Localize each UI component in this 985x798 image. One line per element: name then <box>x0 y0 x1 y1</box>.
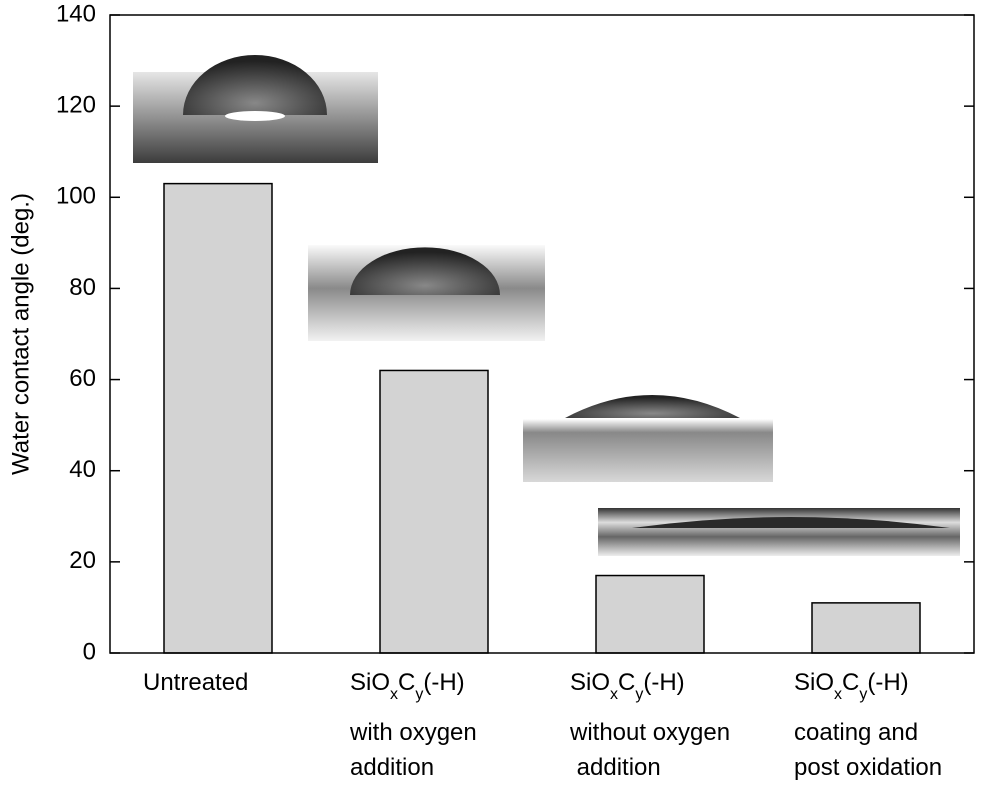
droplet <box>350 247 500 295</box>
y-tick-label: 140 <box>56 0 96 27</box>
y-tick-label: 120 <box>56 91 96 118</box>
y-tick-label: 20 <box>69 547 96 574</box>
y-tick-label: 80 <box>69 274 96 301</box>
droplet-photo <box>598 508 960 556</box>
x-tick-label: Untreated <box>143 669 248 696</box>
bar <box>811 602 921 654</box>
droplet-highlight <box>225 111 285 121</box>
bar <box>163 182 273 654</box>
x-tick-label: SiOxCy(-H) without oxygen addition <box>569 669 730 781</box>
x-tick-label: SiOxCy(-H) with oxygen addition <box>349 669 477 781</box>
droplet <box>632 517 950 528</box>
bar <box>595 574 705 654</box>
droplet <box>565 395 740 418</box>
y-axis-title: Water contact angle (deg.) <box>7 193 34 475</box>
y-tick-label: 40 <box>69 456 96 483</box>
droplet <box>183 55 327 115</box>
y-tick-label: 60 <box>69 365 96 392</box>
y-tick-label: 0 <box>83 638 96 665</box>
x-tick-label: SiOxCy(-H) coating and post oxidation <box>794 669 942 781</box>
droplet-photos <box>133 55 960 556</box>
y-tick-label: 100 <box>56 183 96 210</box>
plot-frame <box>109 14 975 654</box>
bar <box>379 369 489 654</box>
